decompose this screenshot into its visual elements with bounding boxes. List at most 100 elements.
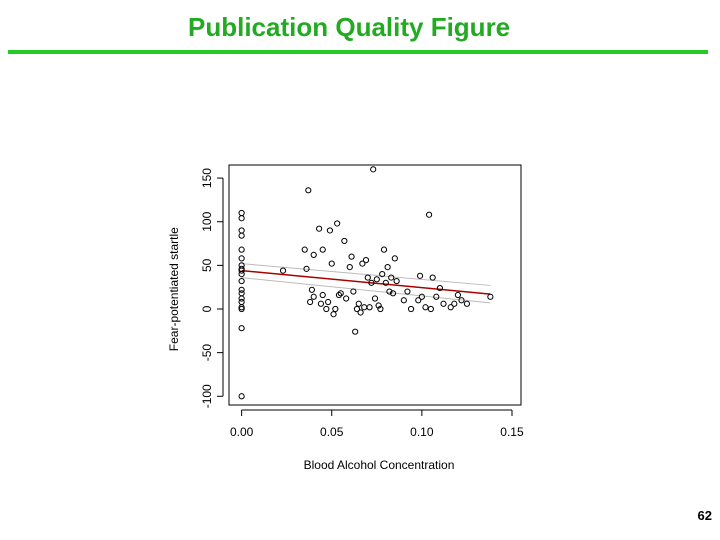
data-point xyxy=(362,257,370,264)
data-point xyxy=(328,260,335,267)
data-point xyxy=(325,298,332,306)
data-point xyxy=(388,274,395,281)
data-point xyxy=(238,304,245,311)
data-point xyxy=(352,328,359,335)
data-point xyxy=(364,274,371,281)
confidence-band xyxy=(241,263,491,304)
data-point xyxy=(238,209,245,217)
data-point xyxy=(370,166,377,173)
data-point xyxy=(386,288,393,295)
y-tick-label: 150 xyxy=(200,168,214,188)
data-point xyxy=(326,227,334,234)
data-point xyxy=(332,305,339,313)
data-point xyxy=(238,255,245,262)
data-point xyxy=(310,251,317,258)
slide-title: Publication Quality Figure xyxy=(188,12,511,42)
y-tick-label: 50 xyxy=(200,258,214,272)
data-point xyxy=(303,265,310,272)
confidence-band-lower xyxy=(241,277,491,304)
data-point xyxy=(458,297,465,304)
data-point xyxy=(308,286,316,293)
data-point xyxy=(366,304,373,311)
data-point xyxy=(353,305,361,313)
data-point xyxy=(400,297,407,304)
x-tick-label: 0.05 xyxy=(320,425,344,439)
y-axis-label: Fear-potentiated startle xyxy=(167,227,181,351)
x-tick-label: 0.15 xyxy=(500,425,524,439)
data-point xyxy=(451,300,458,307)
data-point xyxy=(348,253,355,260)
data-point xyxy=(238,290,245,297)
data-point xyxy=(238,325,245,332)
x-tick-label: 0.10 xyxy=(410,425,434,439)
data-point xyxy=(371,295,379,302)
data-point xyxy=(335,291,343,299)
data-point xyxy=(350,288,357,295)
data-point xyxy=(238,246,245,253)
data-point xyxy=(238,215,245,222)
y-tick-label: 100 xyxy=(200,211,214,231)
title-underline xyxy=(8,50,708,54)
data-points xyxy=(238,166,494,400)
data-point xyxy=(427,305,434,313)
y-axis: -100 -50 0 50 100 150 xyxy=(200,168,224,408)
data-point xyxy=(377,305,384,313)
data-point xyxy=(380,246,388,253)
data-point xyxy=(334,220,341,227)
data-point xyxy=(279,267,287,274)
data-point xyxy=(305,187,312,194)
x-axis: 0.00 0.05 0.10 0.15 xyxy=(230,409,524,439)
data-point xyxy=(389,290,397,297)
page-number: 62 xyxy=(697,508,712,523)
data-point xyxy=(238,232,245,239)
data-point xyxy=(447,304,454,311)
data-point xyxy=(317,300,325,307)
data-point xyxy=(238,286,245,293)
data-point xyxy=(319,246,326,253)
data-point xyxy=(425,211,433,218)
data-point xyxy=(440,300,447,307)
data-point xyxy=(379,270,386,278)
data-point xyxy=(487,293,494,300)
data-point xyxy=(382,279,389,286)
x-tick-label: 0.00 xyxy=(230,425,254,439)
data-point xyxy=(368,279,375,286)
data-point xyxy=(323,305,330,313)
plot-frame xyxy=(228,164,522,406)
data-point xyxy=(433,293,440,300)
y-tick-label: 0 xyxy=(200,305,214,312)
data-point xyxy=(307,298,314,306)
data-point xyxy=(373,276,380,283)
data-point xyxy=(238,270,245,278)
data-point xyxy=(238,295,245,302)
data-point xyxy=(361,304,368,311)
data-point xyxy=(407,305,415,313)
data-point xyxy=(316,225,323,232)
data-point xyxy=(454,291,462,299)
data-point xyxy=(238,267,245,274)
data-point xyxy=(391,255,398,262)
data-point xyxy=(404,288,411,295)
data-point xyxy=(346,264,353,271)
data-point xyxy=(418,293,425,300)
data-point xyxy=(301,246,308,253)
data-point xyxy=(238,227,245,234)
data-point xyxy=(422,304,429,311)
y-tick-label: -100 xyxy=(200,384,214,408)
data-point xyxy=(355,300,362,307)
data-point xyxy=(463,300,471,307)
data-point xyxy=(337,290,344,297)
data-point xyxy=(238,393,245,400)
fit-line xyxy=(241,269,491,295)
data-point xyxy=(436,284,443,292)
regression-line xyxy=(241,269,491,295)
x-axis-label: Blood Alcohol Concentration xyxy=(304,458,455,472)
data-point xyxy=(238,305,245,313)
data-point xyxy=(384,264,391,271)
data-point xyxy=(429,274,436,281)
y-tick-label: -50 xyxy=(200,344,214,362)
data-point xyxy=(415,297,422,304)
data-point xyxy=(319,291,326,299)
data-point xyxy=(375,302,382,309)
